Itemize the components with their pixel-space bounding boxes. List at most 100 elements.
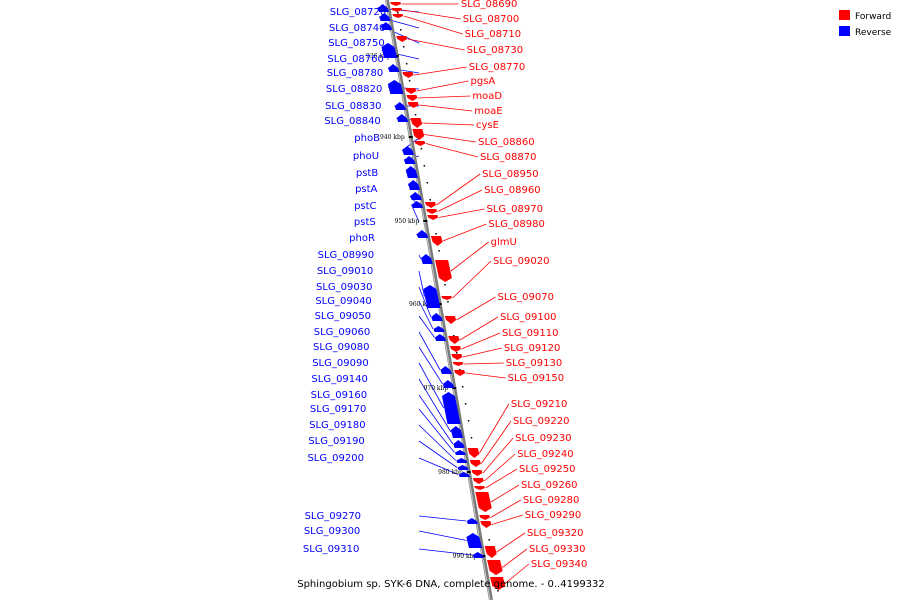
forward-gene-glyph[interactable] — [475, 492, 492, 512]
reverse-gene-label[interactable]: SLG_09090 — [312, 358, 368, 369]
forward-gene-glyph[interactable] — [467, 448, 480, 458]
forward-gene-label[interactable]: SLG_08960 — [484, 185, 540, 196]
reverse-gene-label[interactable]: SLG_08780 — [327, 68, 383, 79]
reverse-gene-label[interactable]: SLG_09190 — [308, 436, 364, 447]
reverse-gene-label[interactable]: SLG_09270 — [305, 511, 361, 522]
reverse-gene-label[interactable]: SLG_08830 — [325, 101, 381, 112]
reverse-gene-glyph[interactable] — [431, 313, 443, 321]
reverse-gene-glyph[interactable] — [416, 230, 429, 238]
forward-gene-glyph[interactable] — [396, 36, 408, 42]
forward-gene-glyph[interactable] — [479, 515, 491, 520]
reverse-gene-label[interactable]: SLG_09030 — [316, 282, 372, 293]
reverse-gene-label[interactable]: SLG_09310 — [303, 544, 359, 555]
reverse-gene-glyph[interactable] — [434, 334, 447, 341]
forward-gene-label[interactable]: SLG_09340 — [531, 559, 587, 570]
reverse-gene-label[interactable]: pstS — [354, 217, 376, 228]
reverse-gene-label[interactable]: SLG_09010 — [317, 266, 373, 277]
forward-gene-label[interactable]: SLG_09130 — [506, 358, 562, 369]
reverse-gene-label[interactable]: SLG_08840 — [324, 116, 380, 127]
forward-gene-glyph[interactable] — [402, 72, 414, 78]
forward-gene-glyph[interactable] — [484, 546, 497, 558]
forward-gene-glyph[interactable] — [435, 260, 452, 282]
forward-gene-label[interactable]: SLG_09250 — [519, 464, 575, 475]
reverse-gene-label[interactable]: SLG_09160 — [311, 390, 367, 401]
forward-gene-label[interactable]: cysE — [476, 120, 499, 131]
forward-gene-glyph[interactable] — [449, 346, 462, 352]
reverse-gene-glyph[interactable] — [458, 472, 470, 477]
forward-gene-glyph[interactable] — [454, 370, 466, 376]
forward-gene-glyph[interactable] — [490, 577, 506, 590]
reverse-gene-label[interactable]: SLG_08760 — [327, 54, 383, 65]
forward-gene-label[interactable]: SLG_09150 — [508, 373, 564, 384]
reverse-gene-label[interactable]: SLG_09060 — [314, 327, 370, 338]
reverse-gene-label[interactable]: pstB — [356, 168, 378, 179]
forward-gene-label[interactable]: SLG_09240 — [517, 449, 573, 460]
reverse-gene-glyph[interactable] — [472, 552, 484, 558]
reverse-gene-glyph[interactable] — [421, 254, 433, 264]
forward-gene-label[interactable]: SLG_09330 — [529, 544, 585, 555]
forward-gene-label[interactable]: glmU — [491, 237, 517, 248]
forward-gene-glyph[interactable] — [426, 209, 438, 214]
forward-gene-label[interactable]: moaD — [472, 91, 502, 102]
reverse-gene-label[interactable]: phoB — [354, 133, 380, 144]
reverse-gene-label[interactable]: SLG_09300 — [304, 526, 360, 537]
reverse-gene-label[interactable]: SLG_08750 — [328, 38, 384, 49]
forward-gene-glyph[interactable] — [472, 478, 484, 484]
forward-gene-label[interactable]: SLG_08710 — [465, 29, 521, 40]
reverse-gene-label[interactable]: SLG_08820 — [326, 84, 382, 95]
forward-gene-label[interactable]: pgsA — [471, 76, 496, 87]
reverse-gene-glyph[interactable] — [410, 192, 422, 200]
reverse-gene-glyph[interactable] — [450, 426, 463, 438]
reverse-gene-glyph[interactable] — [457, 465, 469, 470]
reverse-gene-label[interactable]: SLG_09040 — [315, 296, 371, 307]
reverse-gene-glyph[interactable] — [455, 450, 466, 455]
reverse-gene-glyph[interactable] — [394, 102, 407, 110]
forward-gene-glyph[interactable] — [441, 296, 452, 300]
forward-gene-glyph[interactable] — [405, 88, 417, 94]
reverse-gene-glyph[interactable] — [433, 326, 445, 332]
forward-gene-glyph[interactable] — [427, 215, 439, 220]
reverse-gene-glyph[interactable] — [411, 201, 424, 208]
forward-gene-glyph[interactable] — [469, 460, 481, 467]
reverse-gene-glyph[interactable] — [466, 518, 478, 524]
reverse-gene-glyph[interactable] — [377, 4, 390, 12]
forward-gene-label[interactable]: SLG_09070 — [498, 292, 554, 303]
reverse-gene-label[interactable]: pstC — [354, 201, 376, 212]
forward-gene-glyph[interactable] — [471, 470, 483, 476]
reverse-gene-label[interactable]: SLG_09080 — [313, 342, 369, 353]
forward-gene-glyph[interactable] — [451, 354, 463, 360]
reverse-gene-glyph[interactable] — [453, 440, 465, 448]
forward-gene-glyph[interactable] — [414, 141, 426, 146]
forward-gene-glyph[interactable] — [391, 8, 403, 12]
reverse-gene-glyph[interactable] — [405, 166, 418, 178]
reverse-gene-label[interactable]: pstA — [355, 184, 377, 195]
forward-gene-label[interactable]: SLG_09260 — [521, 480, 577, 491]
forward-gene-label[interactable]: SLG_09020 — [493, 256, 549, 267]
reverse-gene-label[interactable]: SLG_09050 — [315, 311, 371, 322]
reverse-gene-glyph[interactable] — [379, 13, 391, 21]
forward-gene-glyph[interactable] — [487, 560, 503, 575]
reverse-gene-glyph[interactable] — [388, 64, 400, 72]
reverse-gene-glyph[interactable] — [466, 533, 482, 548]
reverse-gene-label[interactable]: SLG_08740 — [329, 23, 385, 34]
forward-gene-label[interactable]: SLG_09290 — [525, 510, 581, 521]
forward-gene-label[interactable]: SLG_09100 — [500, 312, 556, 323]
forward-gene-glyph[interactable] — [425, 202, 437, 208]
reverse-gene-glyph[interactable] — [381, 43, 398, 58]
forward-gene-glyph[interactable] — [474, 486, 485, 490]
forward-gene-label[interactable]: moaE — [474, 106, 502, 117]
forward-gene-label[interactable]: SLG_08980 — [488, 219, 544, 230]
forward-gene-glyph[interactable] — [412, 129, 425, 140]
reverse-gene-glyph[interactable] — [380, 22, 393, 30]
reverse-gene-label[interactable]: phoU — [353, 151, 379, 162]
forward-gene-label[interactable]: SLG_09110 — [502, 328, 558, 339]
reverse-gene-glyph[interactable] — [423, 285, 441, 308]
forward-gene-glyph[interactable] — [430, 236, 443, 246]
forward-gene-label[interactable]: SLG_09230 — [515, 433, 571, 444]
forward-gene-label[interactable]: SLG_08970 — [487, 204, 543, 215]
forward-gene-label[interactable]: SLG_08770 — [469, 62, 525, 73]
reverse-gene-glyph[interactable] — [408, 180, 420, 190]
reverse-gene-glyph[interactable] — [387, 80, 404, 94]
forward-gene-label[interactable]: SLG_08700 — [463, 14, 519, 25]
reverse-gene-glyph[interactable] — [396, 114, 409, 122]
